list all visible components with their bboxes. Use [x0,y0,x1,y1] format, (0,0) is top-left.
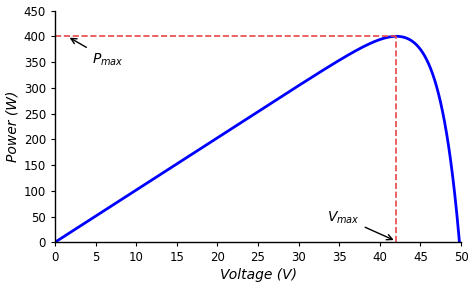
Text: $V_{max}$: $V_{max}$ [327,209,392,240]
Y-axis label: Power (W): Power (W) [6,91,19,162]
Text: $P_{max}$: $P_{max}$ [71,39,123,68]
X-axis label: Voltage (V): Voltage (V) [219,268,297,283]
